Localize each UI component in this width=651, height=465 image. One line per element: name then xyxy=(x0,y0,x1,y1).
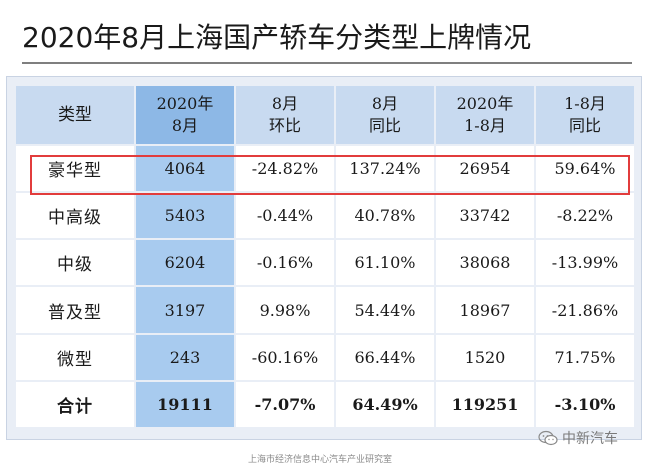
cell-aug: 4064 xyxy=(136,146,234,192)
cell-yoy: 54.44% xyxy=(336,287,434,333)
wechat-icon xyxy=(538,430,558,446)
table-row: 中高级 5403 -0.44% 40.78% 33742 -8.22% xyxy=(16,193,634,239)
cell-yoy: 40.78% xyxy=(336,193,434,239)
cell-mom: -0.44% xyxy=(236,193,334,239)
cell-aug: 243 xyxy=(136,334,234,380)
cell-aug: 3197 xyxy=(136,287,234,333)
total-mom: -7.07% xyxy=(236,381,334,427)
cell-ytd: 38068 xyxy=(436,240,534,286)
page-title: 2020年8月上海国产轿车分类型上牌情况 xyxy=(22,21,532,54)
cell-ytd-yoy: 71.75% xyxy=(536,334,634,380)
table-row: 普及型 3197 9.98% 54.44% 18967 -21.86% xyxy=(16,287,634,333)
data-table: 类型 2020年 8月 8月 环比 8月 同比 2020年 1-8月 1-8月 同比 豪华… xyxy=(14,84,636,429)
header-ytd-2020: 2020年 1-8月 xyxy=(436,86,534,144)
cell-aug: 5403 xyxy=(136,193,234,239)
cell-ytd: 1520 xyxy=(436,334,534,380)
table-row: 豪华型 4064 -24.82% 137.24% 26954 59.64% xyxy=(16,146,634,192)
header-ytd-yoy: 1-8月 同比 xyxy=(536,86,634,144)
header-row: 类型 2020年 8月 8月 环比 8月 同比 2020年 1-8月 1-8月 同比 xyxy=(16,86,634,144)
cell-ytd: 26954 xyxy=(436,146,534,192)
table-row: 微型 243 -60.16% 66.44% 1520 71.75% xyxy=(16,334,634,380)
cell-mom: 9.98% xyxy=(236,287,334,333)
cell-ytd-yoy: -21.86% xyxy=(536,287,634,333)
cell-ytd-yoy: -8.22% xyxy=(536,193,634,239)
cell-yoy: 61.10% xyxy=(336,240,434,286)
header-type: 类型 xyxy=(16,86,134,144)
row-type: 微型 xyxy=(16,334,134,380)
total-yoy: 64.49% xyxy=(336,381,434,427)
cell-mom: -0.16% xyxy=(236,240,334,286)
cell-yoy: 137.24% xyxy=(336,146,434,192)
total-label: 合计 xyxy=(16,381,134,427)
row-type: 中高级 xyxy=(16,193,134,239)
total-aug: 19111 xyxy=(136,381,234,427)
footer-source: 上海市经济信息中心汽车产业研究室 xyxy=(248,455,393,465)
header-aug-yoy: 8月 同比 xyxy=(336,86,434,144)
cell-mom: -60.16% xyxy=(236,334,334,380)
cell-aug: 6204 xyxy=(136,240,234,286)
cell-yoy: 66.44% xyxy=(336,334,434,380)
cell-mom: -24.82% xyxy=(236,146,334,192)
title-divider xyxy=(22,62,632,64)
cell-ytd-yoy: -13.99% xyxy=(536,240,634,286)
total-ytd: 119251 xyxy=(436,381,534,427)
cell-ytd: 33742 xyxy=(436,193,534,239)
row-type: 豪华型 xyxy=(16,146,134,192)
row-type: 普及型 xyxy=(16,287,134,333)
table-row: 中级 6204 -0.16% 61.10% 38068 -13.99% xyxy=(16,240,634,286)
row-type: 中级 xyxy=(16,240,134,286)
cell-ytd-yoy: 59.64% xyxy=(536,146,634,192)
total-row: 合计 19111 -7.07% 64.49% 119251 -3.10% xyxy=(16,381,634,427)
watermark: 中新汽车 xyxy=(538,428,618,448)
header-aug-2020: 2020年 8月 xyxy=(136,86,234,144)
watermark-text: 中新汽车 xyxy=(562,431,618,447)
header-aug-mom: 8月 环比 xyxy=(236,86,334,144)
total-ytd-yoy: -3.10% xyxy=(536,381,634,427)
cell-ytd: 18967 xyxy=(436,287,534,333)
